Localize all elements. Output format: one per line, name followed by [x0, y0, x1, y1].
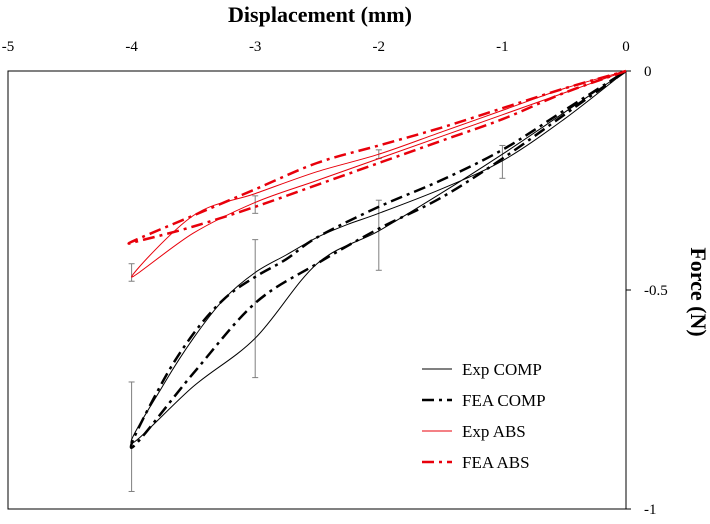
axis-ticks: -5 -4 -3 -2 -1 00 -0.5 -1: [2, 39, 668, 518]
legend-label-exp-abs: Exp ABS: [462, 422, 526, 441]
series-line-exp-abs: [131, 70, 627, 278]
y-tick-label: 0: [644, 64, 652, 80]
legend-label-fea-abs: FEA ABS: [462, 453, 530, 472]
x-axis-title: Displacement (mm): [228, 2, 412, 27]
y-axis-title: Force (N): [686, 247, 710, 336]
x-tick-label: -4: [125, 39, 138, 55]
series-line-fea-abs: [127, 69, 627, 245]
error-bars: [128, 144, 506, 492]
y-tick-label: -0.5: [644, 283, 668, 299]
series-line-fea-comp: [129, 69, 627, 449]
x-tick-label: -5: [2, 39, 15, 55]
y-tick-label: -1: [644, 502, 657, 518]
legend: Exp COMP FEA COMP Exp ABS FEA ABS: [422, 360, 546, 472]
x-tick-label: -3: [249, 39, 262, 55]
series-line-exp-comp: [130, 70, 627, 444]
data-series: [127, 69, 627, 449]
legend-label-exp-comp: Exp COMP: [462, 360, 542, 379]
x-tick-label: 0: [622, 39, 630, 55]
x-tick-label: -1: [496, 39, 509, 55]
plot-frame: [7, 70, 627, 510]
legend-label-fea-comp: FEA COMP: [462, 391, 546, 410]
x-tick-label: -2: [373, 39, 386, 55]
